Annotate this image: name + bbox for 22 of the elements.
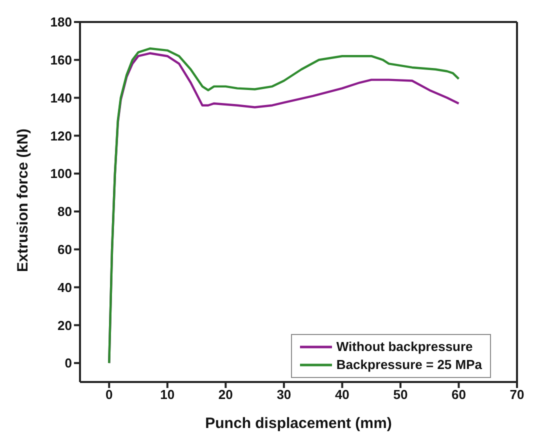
- y-tick-label: 100: [50, 166, 72, 182]
- y-tick-label: 60: [58, 242, 72, 257]
- y-tick-label: 80: [58, 204, 72, 220]
- x-tick-label: 70: [510, 387, 524, 402]
- legend-label: Backpressure = 25 MPa: [336, 356, 482, 374]
- x-tick-label: 10: [160, 387, 175, 402]
- x-tick-label: 40: [334, 387, 350, 402]
- y-tick-label: 160: [50, 52, 72, 68]
- x-tick-label: 50: [393, 387, 408, 402]
- y-tick-label: 20: [58, 318, 72, 333]
- y-axis-title: Extrusion force (kN): [14, 128, 32, 272]
- x-tick-label: 20: [218, 387, 233, 402]
- x-tick-label: 60: [452, 387, 466, 402]
- y-tick-label: 40: [58, 280, 72, 295]
- y-tick-label: 120: [50, 128, 72, 144]
- y-tick-label: 0: [64, 356, 72, 371]
- y-tick-label: 140: [50, 90, 72, 106]
- x-tick-label: 0: [106, 387, 113, 402]
- y-tick-label: 180: [50, 14, 72, 30]
- x-axis-title: Punch displacement (mm): [205, 415, 392, 432]
- legend-label: Without backpressure: [336, 338, 473, 356]
- x-tick-label: 30: [276, 387, 292, 402]
